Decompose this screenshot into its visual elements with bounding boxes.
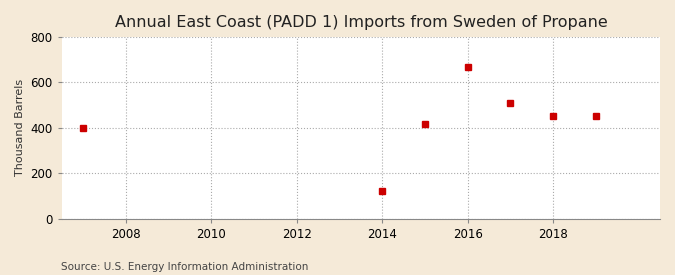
Y-axis label: Thousand Barrels: Thousand Barrels bbox=[15, 79, 25, 176]
Title: Annual East Coast (PADD 1) Imports from Sweden of Propane: Annual East Coast (PADD 1) Imports from … bbox=[115, 15, 608, 30]
Text: Source: U.S. Energy Information Administration: Source: U.S. Energy Information Administ… bbox=[61, 262, 308, 272]
